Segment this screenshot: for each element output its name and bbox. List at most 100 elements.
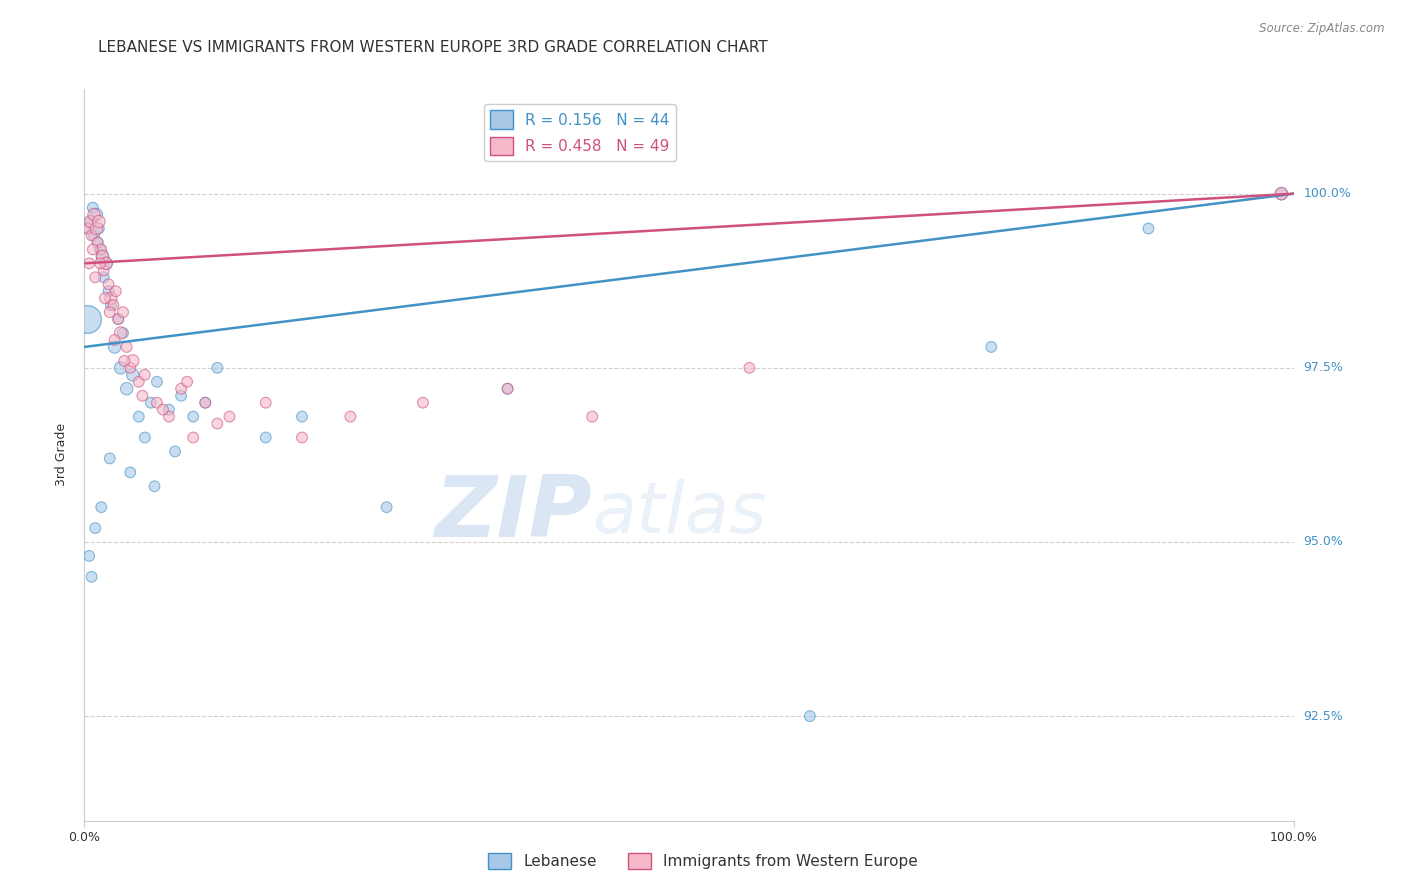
Point bbox=[90, 500, 112, 515]
Point bbox=[79, 214, 101, 228]
Point bbox=[94, 291, 117, 305]
Point bbox=[86, 208, 108, 222]
Point bbox=[103, 298, 125, 312]
Point bbox=[104, 333, 127, 347]
Text: 100.0%: 100.0% bbox=[1303, 187, 1351, 200]
Point bbox=[112, 305, 135, 319]
Text: atlas: atlas bbox=[592, 479, 766, 548]
Point bbox=[76, 312, 98, 326]
Point bbox=[291, 409, 314, 424]
Point bbox=[83, 228, 105, 243]
Point bbox=[143, 479, 166, 493]
Point bbox=[218, 409, 240, 424]
Point bbox=[86, 221, 108, 235]
Point bbox=[170, 382, 193, 396]
Point bbox=[194, 395, 217, 409]
Point bbox=[82, 243, 104, 257]
Point bbox=[77, 221, 100, 235]
Point bbox=[799, 709, 821, 723]
Text: 92.5%: 92.5% bbox=[1303, 710, 1343, 723]
Point bbox=[112, 326, 135, 340]
Point bbox=[115, 382, 138, 396]
Point bbox=[93, 263, 115, 277]
Point bbox=[77, 256, 100, 270]
Point bbox=[146, 375, 169, 389]
Point bbox=[134, 368, 156, 382]
Point bbox=[98, 451, 121, 466]
Point bbox=[581, 409, 603, 424]
Point bbox=[100, 298, 122, 312]
Point bbox=[89, 243, 111, 257]
Point bbox=[1270, 186, 1292, 201]
Point bbox=[157, 409, 180, 424]
Point bbox=[93, 270, 115, 285]
Point bbox=[80, 228, 103, 243]
Text: ZIP: ZIP bbox=[434, 472, 592, 555]
Point bbox=[165, 444, 187, 458]
Point bbox=[91, 249, 114, 263]
Point bbox=[496, 382, 519, 396]
Point bbox=[128, 375, 150, 389]
Point bbox=[82, 201, 104, 215]
Point bbox=[134, 430, 156, 444]
Point bbox=[107, 312, 129, 326]
Point bbox=[94, 256, 117, 270]
Point bbox=[115, 340, 138, 354]
Point bbox=[131, 389, 153, 403]
Point bbox=[157, 402, 180, 417]
Point bbox=[83, 208, 105, 222]
Point bbox=[291, 430, 314, 444]
Point bbox=[1137, 221, 1160, 235]
Point bbox=[170, 389, 193, 403]
Point bbox=[94, 256, 117, 270]
Point bbox=[207, 417, 229, 431]
Point bbox=[97, 284, 120, 298]
Point bbox=[77, 221, 100, 235]
Point bbox=[176, 375, 198, 389]
Point bbox=[97, 277, 120, 292]
Y-axis label: 3rd Grade: 3rd Grade bbox=[55, 424, 67, 486]
Point bbox=[87, 214, 110, 228]
Point bbox=[110, 360, 132, 375]
Legend: Lebanese, Immigrants from Western Europe: Lebanese, Immigrants from Western Europe bbox=[482, 847, 924, 875]
Point bbox=[254, 430, 277, 444]
Point bbox=[80, 570, 103, 584]
Point bbox=[90, 243, 112, 257]
Point bbox=[339, 409, 361, 424]
Point bbox=[104, 284, 127, 298]
Point bbox=[496, 382, 519, 396]
Point bbox=[412, 395, 434, 409]
Point bbox=[91, 249, 114, 263]
Point bbox=[181, 430, 204, 444]
Point bbox=[207, 360, 229, 375]
Legend: R = 0.156   N = 44, R = 0.458   N = 49: R = 0.156 N = 44, R = 0.458 N = 49 bbox=[484, 104, 676, 161]
Point bbox=[375, 500, 398, 515]
Point bbox=[128, 409, 150, 424]
Point bbox=[254, 395, 277, 409]
Point bbox=[146, 395, 169, 409]
Point bbox=[98, 305, 121, 319]
Text: 97.5%: 97.5% bbox=[1303, 361, 1343, 375]
Point bbox=[84, 521, 107, 535]
Point bbox=[121, 354, 143, 368]
Point bbox=[87, 221, 110, 235]
Point bbox=[79, 214, 101, 228]
Point bbox=[84, 270, 107, 285]
Point bbox=[112, 354, 135, 368]
Point bbox=[980, 340, 1002, 354]
Point bbox=[100, 291, 122, 305]
Text: Source: ZipAtlas.com: Source: ZipAtlas.com bbox=[1260, 22, 1385, 36]
Point bbox=[152, 402, 174, 417]
Text: LEBANESE VS IMMIGRANTS FROM WESTERN EUROPE 3RD GRADE CORRELATION CHART: LEBANESE VS IMMIGRANTS FROM WESTERN EURO… bbox=[98, 40, 768, 55]
Point bbox=[139, 395, 162, 409]
Point bbox=[181, 409, 204, 424]
Point bbox=[104, 340, 127, 354]
Point bbox=[194, 395, 217, 409]
Point bbox=[86, 235, 108, 250]
Point bbox=[89, 256, 111, 270]
Point bbox=[738, 360, 761, 375]
Point bbox=[86, 235, 108, 250]
Point bbox=[121, 368, 143, 382]
Point bbox=[110, 326, 132, 340]
Point bbox=[77, 549, 100, 563]
